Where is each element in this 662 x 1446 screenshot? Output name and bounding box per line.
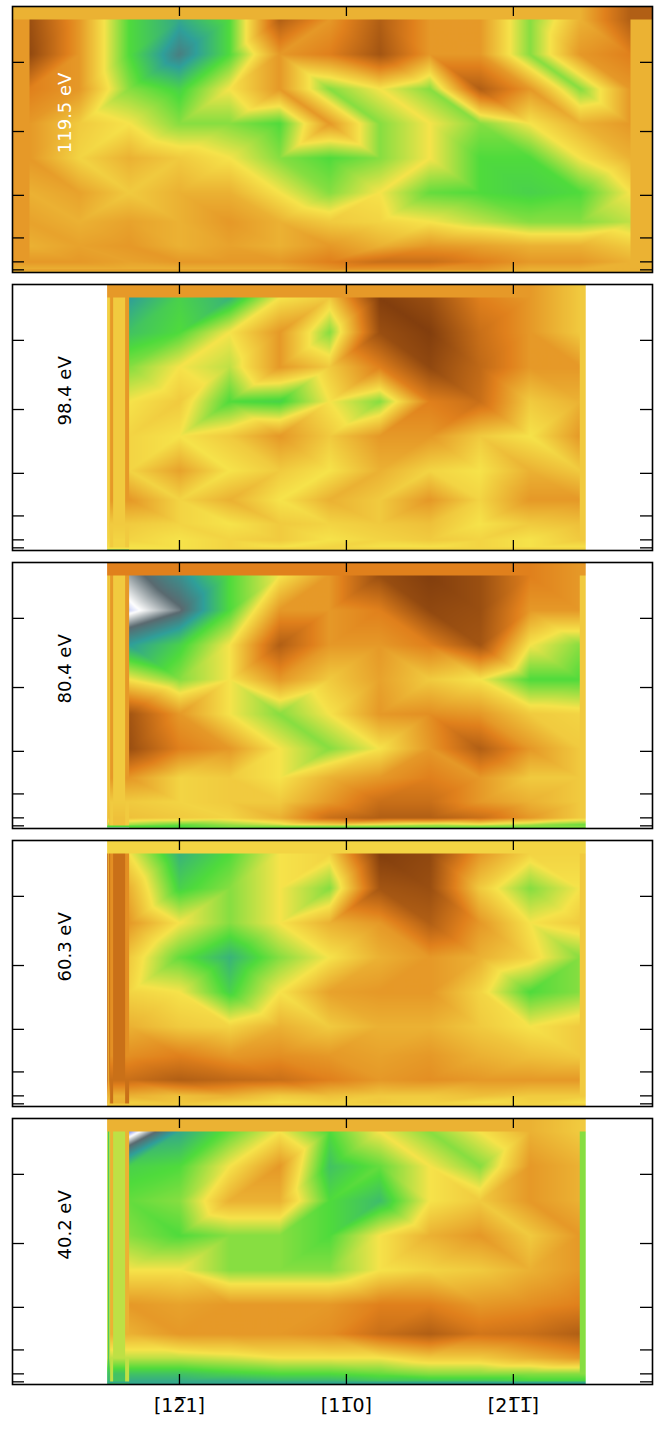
svg-text:60.3 eV: 60.3 eV <box>54 912 75 982</box>
svg-text:80.4 eV: 80.4 eV <box>54 634 75 704</box>
svg-text:[21̅1̅]: [21̅1̅] <box>488 1394 539 1416</box>
svg-text:[11̅0]: [11̅0] <box>321 1394 372 1416</box>
svg-text:[12̅1]: [12̅1] <box>154 1394 205 1416</box>
svg-text:119.5 eV: 119.5 eV <box>54 72 75 153</box>
svg-text:98.4 eV: 98.4 eV <box>54 356 75 426</box>
svg-text:40.2 eV: 40.2 eV <box>54 1190 75 1260</box>
